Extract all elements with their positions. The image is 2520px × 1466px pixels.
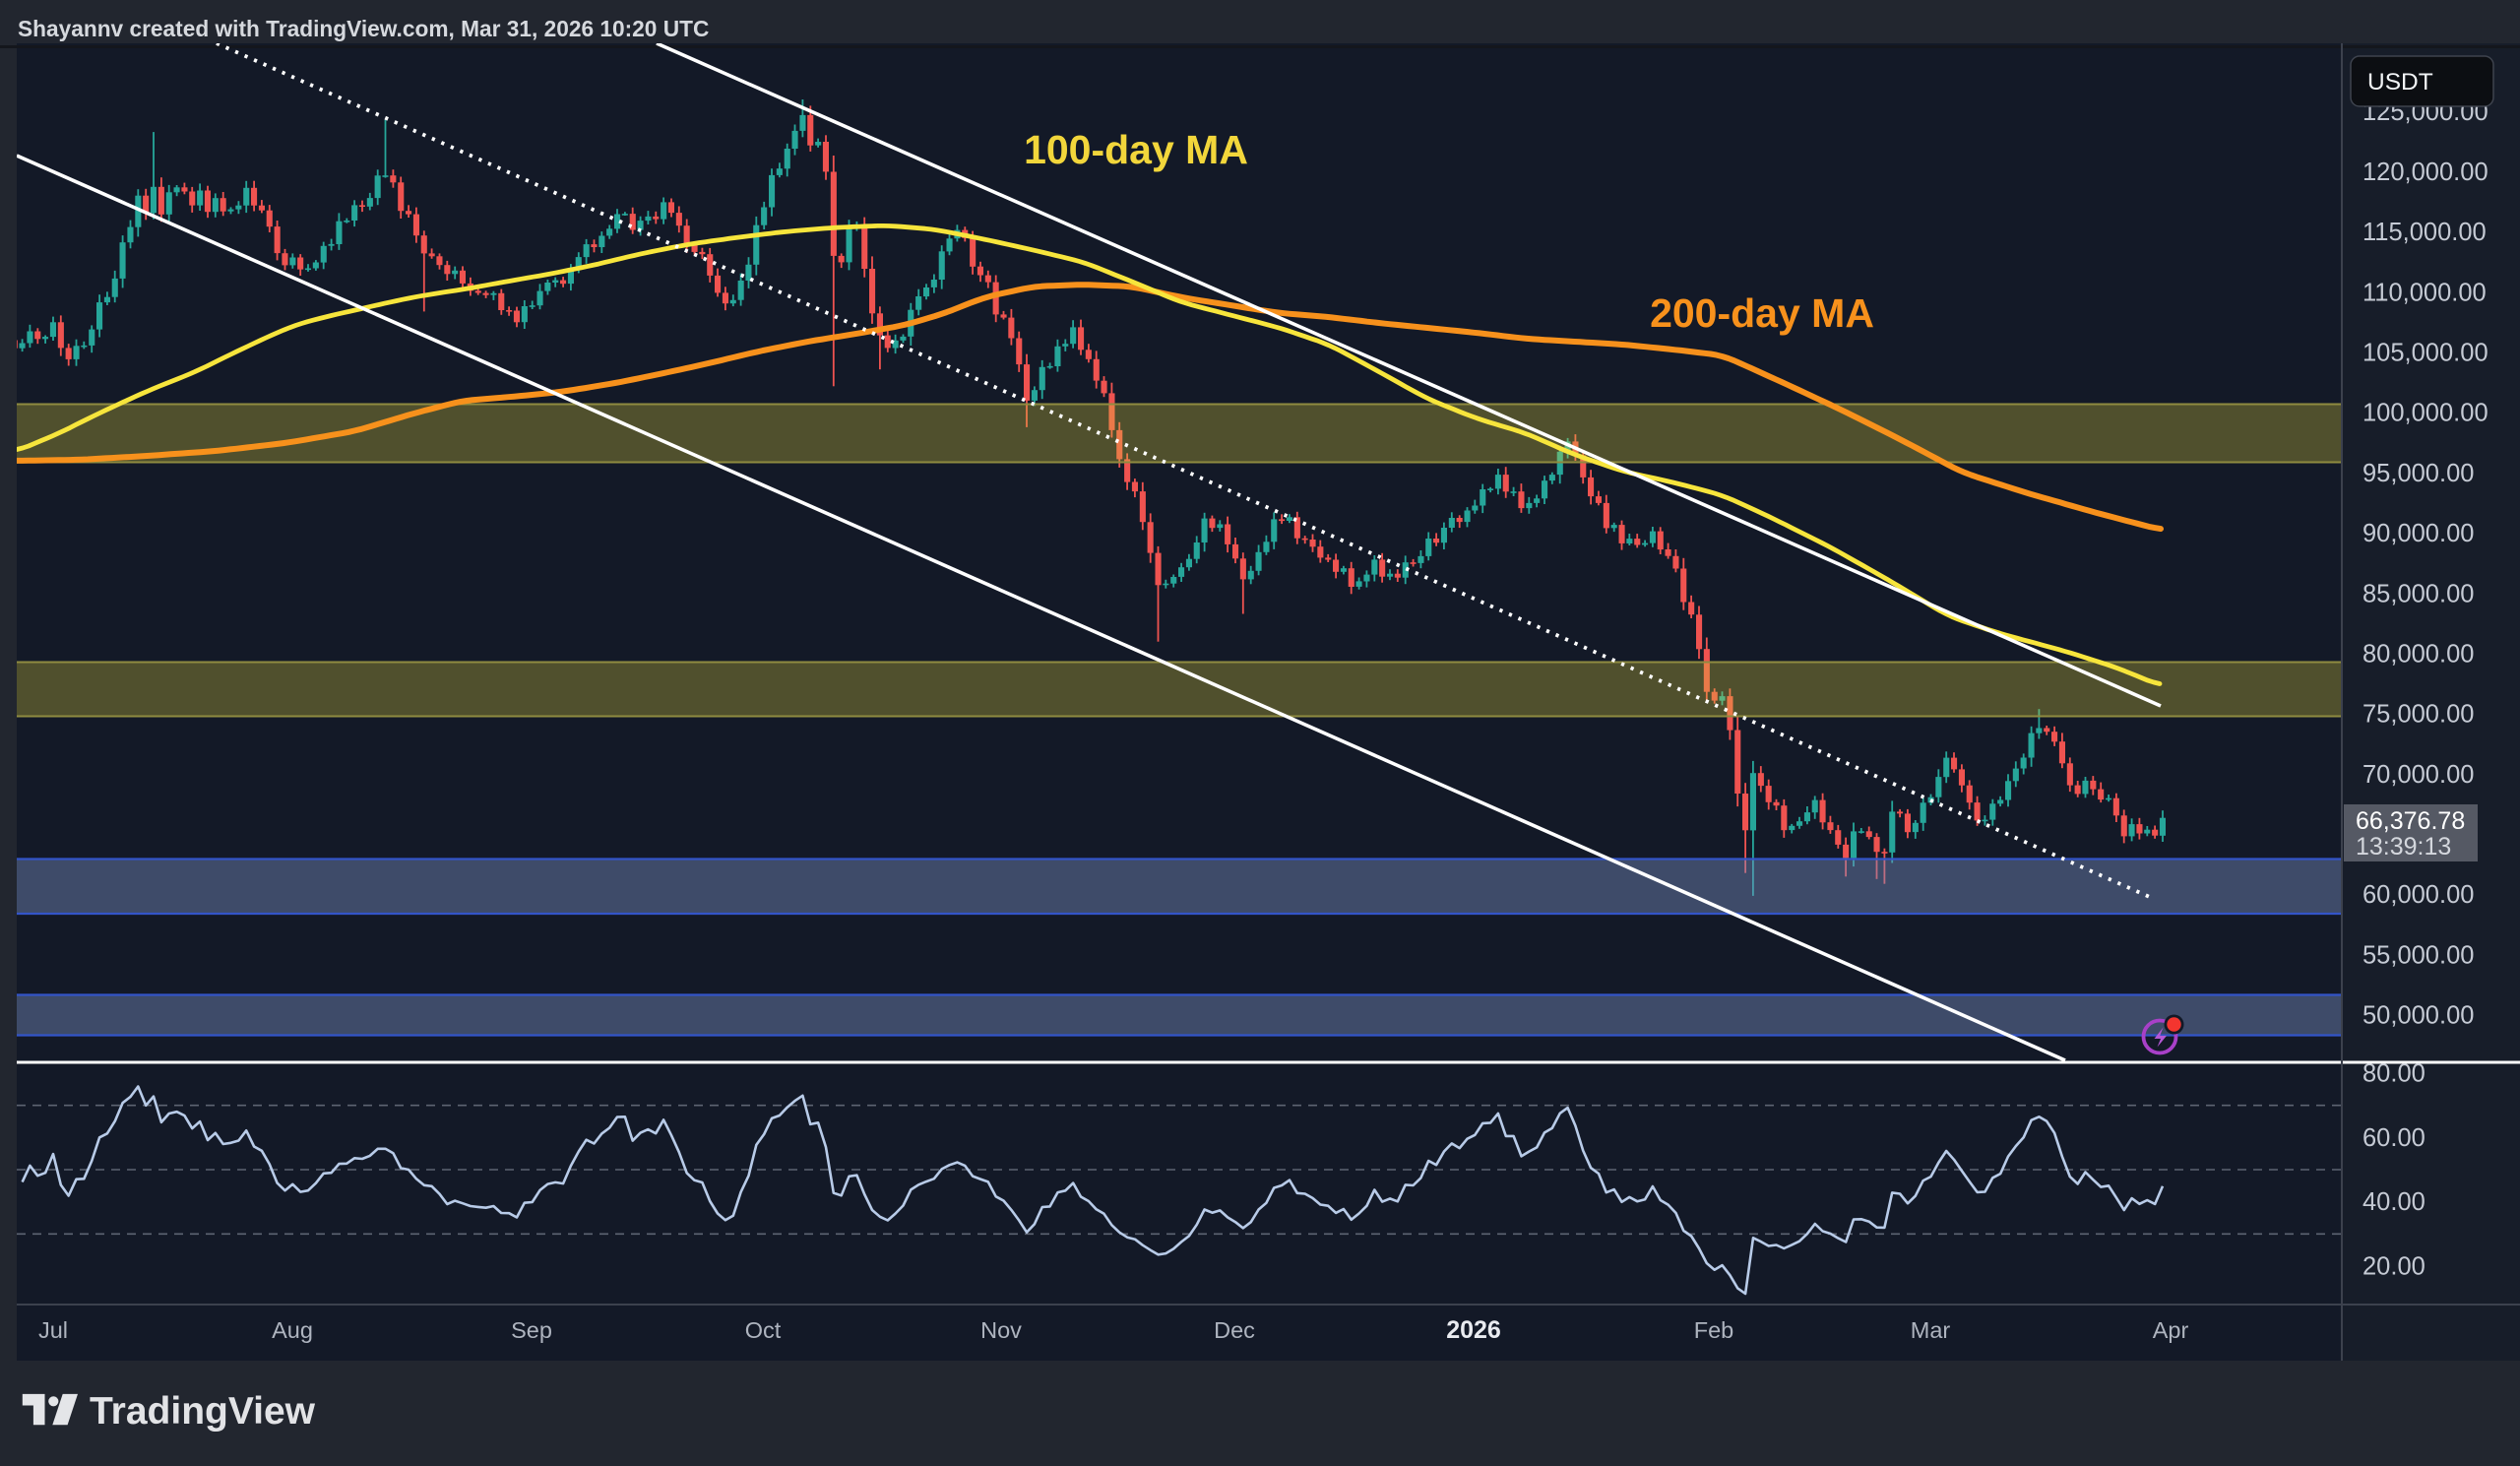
svg-text:Nov: Nov [980, 1317, 1022, 1343]
svg-text:80.00: 80.00 [2362, 1060, 2426, 1088]
svg-text:115,000.00: 115,000.00 [2362, 219, 2487, 246]
svg-text:Shayannv created with TradingV: Shayannv created with TradingView.com, M… [18, 16, 709, 41]
svg-text:Mar: Mar [1911, 1317, 1951, 1343]
svg-text:50,000.00: 50,000.00 [2362, 1002, 2474, 1030]
svg-text:90,000.00: 90,000.00 [2362, 520, 2474, 547]
svg-text:TradingView: TradingView [90, 1390, 316, 1433]
svg-text:Feb: Feb [1694, 1317, 1734, 1343]
svg-text:55,000.00: 55,000.00 [2362, 941, 2474, 969]
svg-text:120,000.00: 120,000.00 [2362, 159, 2488, 186]
svg-text:95,000.00: 95,000.00 [2362, 460, 2474, 487]
svg-text:40.00: 40.00 [2362, 1188, 2426, 1216]
svg-text:85,000.00: 85,000.00 [2362, 580, 2474, 607]
svg-text:70,000.00: 70,000.00 [2362, 761, 2474, 789]
svg-text:2026: 2026 [1446, 1316, 1501, 1344]
svg-text:66,376.78: 66,376.78 [2356, 807, 2465, 835]
svg-text:100-day MA: 100-day MA [1024, 127, 1248, 172]
svg-text:60,000.00: 60,000.00 [2362, 881, 2474, 909]
svg-text:13:39:13: 13:39:13 [2356, 833, 2451, 860]
svg-text:Jul: Jul [38, 1317, 68, 1343]
svg-text:105,000.00: 105,000.00 [2362, 340, 2488, 367]
svg-text:USDT: USDT [2367, 69, 2433, 96]
svg-text:80,000.00: 80,000.00 [2362, 640, 2474, 668]
svg-text:200-day MA: 200-day MA [1650, 290, 1874, 336]
svg-text:Sep: Sep [511, 1317, 552, 1343]
svg-text:Dec: Dec [1214, 1317, 1255, 1343]
svg-text:75,000.00: 75,000.00 [2362, 701, 2474, 729]
svg-text:20.00: 20.00 [2362, 1253, 2426, 1281]
svg-text:60.00: 60.00 [2362, 1124, 2426, 1152]
svg-text:110,000.00: 110,000.00 [2362, 279, 2487, 306]
svg-text:Oct: Oct [745, 1317, 782, 1343]
svg-text:Aug: Aug [272, 1317, 313, 1343]
svg-text:Apr: Apr [2153, 1317, 2189, 1343]
svg-text:100,000.00: 100,000.00 [2362, 400, 2488, 427]
